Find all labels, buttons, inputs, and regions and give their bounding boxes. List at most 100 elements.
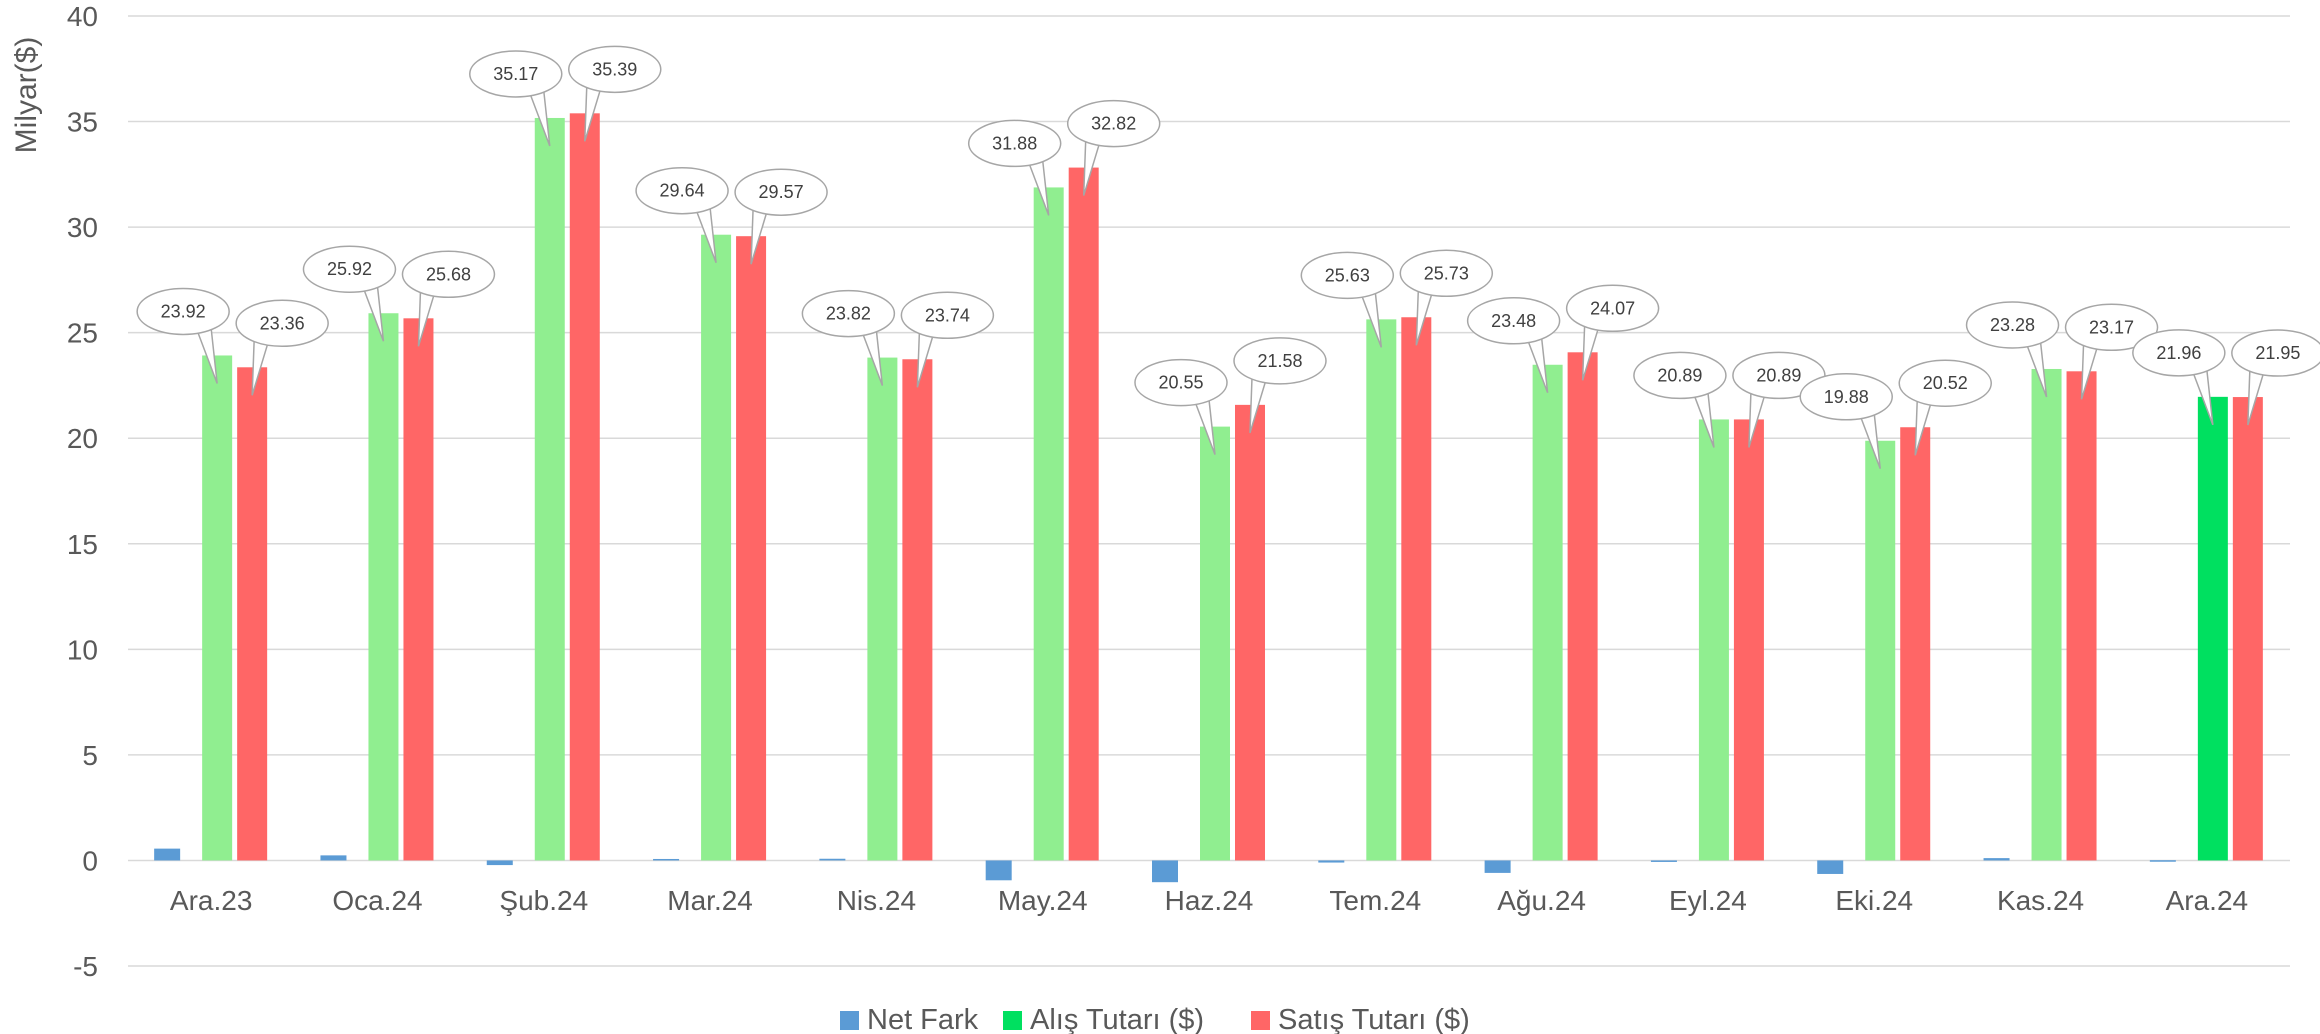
- legend-swatch: [1003, 1011, 1022, 1030]
- callout-seam: [1194, 395, 1210, 401]
- callout-tail: [861, 330, 884, 386]
- callout-tail: [529, 90, 551, 147]
- bar-net-fark: [819, 858, 846, 861]
- callout-bubble: [1633, 351, 1727, 400]
- bar-net-fark: [486, 860, 513, 866]
- callout-tail: [1415, 290, 1434, 346]
- callout-bubble: [1134, 358, 1228, 407]
- bar-net-fark: [653, 858, 680, 861]
- y-tick-label: 15: [67, 529, 98, 560]
- y-tick-label: 30: [67, 212, 98, 243]
- bar-satis: [1235, 404, 1265, 861]
- callout-bubble: [1300, 251, 1395, 300]
- bar-satis: [403, 318, 434, 861]
- callout-seam: [2083, 339, 2098, 345]
- data-label: 25.63: [1325, 265, 1370, 285]
- bar-net-fark: [1318, 860, 1345, 863]
- bar-net-fark: [985, 860, 1012, 881]
- callout-tail: [2247, 370, 2265, 426]
- callout-bubble: [1466, 297, 1561, 345]
- callout-tail: [916, 332, 935, 388]
- callout-bubble: [1066, 99, 1161, 148]
- callout-bubble: [136, 287, 230, 336]
- x-tick-label: Ara.23: [170, 885, 253, 916]
- x-tick-label: Eki.24: [1835, 885, 1913, 916]
- legend-label: Alış Tutarı ($): [1030, 1004, 1204, 1034]
- legend-label: Net Fark: [867, 1004, 979, 1034]
- bar-satis: [736, 236, 767, 861]
- data-label: 23.92: [161, 301, 206, 321]
- data-label: 23.48: [1491, 311, 1536, 331]
- bar-net-fark: [1817, 860, 1844, 874]
- y-tick-label: 40: [67, 1, 98, 32]
- y-tick-label: -5: [73, 951, 98, 982]
- bar-alis: [2197, 396, 2228, 861]
- callout-bubble: [801, 289, 896, 338]
- y-axis-ticks: -5 0 5 10 15 20 25 30 35 40: [67, 1, 98, 982]
- callout-seam: [2192, 365, 2208, 371]
- y-axis-label: Milyar($): [10, 37, 43, 154]
- bar-alis: [1865, 440, 1896, 861]
- callout-seam: [1693, 387, 1709, 393]
- data-label: 35.39: [592, 59, 637, 79]
- callout-seam: [420, 286, 435, 292]
- bar-alis: [1033, 187, 1064, 861]
- callout-bubble: [1965, 301, 2060, 349]
- callout-bubble: [2231, 329, 2320, 377]
- callout-tail: [1693, 392, 1715, 448]
- x-tick-label: Kas.24: [1997, 885, 2084, 916]
- callout-seam: [1860, 409, 1875, 415]
- callout-tail: [1914, 400, 1932, 456]
- callout-bubble: [1233, 337, 1327, 385]
- x-axis-ticks: Ara.23 Oca.24 Şub.24 Mar.24 Nis.24 May.24 Haz.…: [170, 885, 2248, 916]
- callout-seam: [2249, 365, 2265, 371]
- data-label: 23.28: [1990, 315, 2035, 335]
- callout-bubble: [1565, 284, 1660, 333]
- callout-tail: [2025, 341, 2048, 398]
- data-label: 25.68: [426, 264, 471, 284]
- data-label: 23.17: [2089, 317, 2134, 337]
- data-label: 32.82: [1091, 114, 1136, 134]
- bar-net-fark: [1152, 860, 1178, 883]
- callout-tail: [1360, 292, 1383, 348]
- callout-tail: [1082, 140, 1101, 196]
- callout-tail: [1027, 160, 1050, 216]
- callout-seam: [862, 326, 877, 332]
- callout-bubble: [1399, 249, 1494, 298]
- data-label: 23.74: [925, 305, 970, 325]
- x-tick-label: Ağu.24: [1497, 885, 1586, 916]
- callout-seam: [1750, 387, 1766, 393]
- callout-seam: [363, 281, 378, 287]
- callout-bubble: [235, 299, 329, 348]
- callout-bubble: [635, 166, 729, 215]
- bar-satis: [2232, 397, 2263, 861]
- data-label: 23.36: [260, 313, 305, 333]
- bar-satis: [1567, 352, 1598, 861]
- y-tick-label: 5: [82, 740, 98, 771]
- data-label: 29.64: [660, 181, 705, 201]
- bar-satis: [1733, 419, 1764, 861]
- legend-swatch: [840, 1011, 859, 1030]
- callout-bubble: [1732, 351, 1826, 400]
- callout-seam: [1527, 333, 1542, 339]
- callout-seam: [529, 86, 544, 92]
- callout-bubble: [568, 45, 662, 94]
- x-tick-label: Oca.24: [332, 885, 422, 916]
- callout-seam: [586, 81, 601, 87]
- bar-net-fark: [2149, 860, 2176, 862]
- x-tick-label: Eyl.24: [1669, 885, 1747, 916]
- callout-tail: [362, 286, 385, 342]
- callout-seam: [1361, 287, 1376, 293]
- bar-alis: [202, 355, 233, 861]
- callout-seam: [695, 203, 711, 209]
- legend-swatch: [1251, 1011, 1270, 1030]
- callout-bubble: [302, 245, 397, 293]
- callout-bubble: [469, 50, 563, 98]
- data-label: 21.58: [1257, 351, 1302, 371]
- y-tick-label: 35: [67, 107, 98, 138]
- bar-alis: [701, 234, 732, 861]
- bar-satis: [2066, 371, 2097, 861]
- bar-satis: [237, 367, 268, 861]
- callout-seam: [253, 335, 269, 341]
